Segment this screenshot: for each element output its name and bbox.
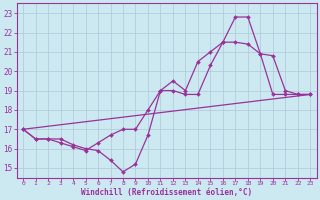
X-axis label: Windchill (Refroidissement éolien,°C): Windchill (Refroidissement éolien,°C) [81,188,252,197]
